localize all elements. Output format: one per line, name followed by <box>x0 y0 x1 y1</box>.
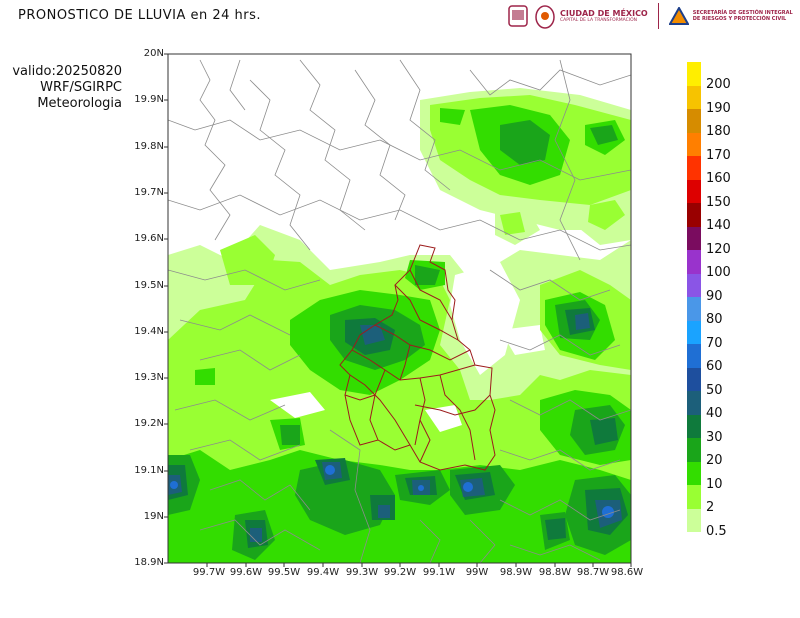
colorbar-label: 50 <box>706 382 723 398</box>
colorbar-label: 40 <box>706 406 723 421</box>
colorbar-label: 20 <box>706 453 723 468</box>
lat-label: 18.9N <box>134 557 164 568</box>
colorbar-label: 190 <box>706 100 731 116</box>
colorbar-swatch <box>687 62 701 86</box>
logo-divider <box>657 3 659 29</box>
colorbar-swatch <box>687 203 701 227</box>
colorbar-label: 70 <box>706 335 723 351</box>
colorbar-swatch <box>687 297 701 321</box>
colorbar-label: 30 <box>706 429 723 445</box>
lat-label: 19.5N <box>134 280 164 291</box>
rain-field <box>168 59 631 563</box>
lon-label: 99.1W <box>422 567 456 578</box>
validity-block: valido:20250820 WRF/SGIRPC Meteorologia <box>12 64 122 112</box>
lat-label: 20N <box>143 48 164 59</box>
colorbar-swatch <box>687 367 701 391</box>
sgirpc-logo-text: SECRETARÍA DE GESTIÓN INTEGRAL DE RIESGO… <box>693 10 793 23</box>
map-title: PRONOSTICO DE LLUVIA en 24 hrs. <box>18 8 262 23</box>
colorbar-label: 0.5 <box>706 523 727 539</box>
colorbar-swatch <box>687 344 701 368</box>
axis-ticks <box>164 53 632 567</box>
cdmx-tagline: CAPITAL DE LA TRANSFORMACIÓN <box>560 18 638 23</box>
colorbar-swatch <box>687 508 701 532</box>
lat-label: 19.7N <box>134 187 164 198</box>
colorbar-label: 160 <box>706 171 731 186</box>
colorbar-label: 120 <box>706 241 731 257</box>
lat-label: 19.3N <box>134 372 164 383</box>
colorbar-swatch <box>687 109 701 133</box>
colorbar-label: 170 <box>706 147 731 163</box>
cdmx-logo-text: CIUDAD DE MÉXICO CAPITAL DE LA TRANSFORM… <box>560 9 648 23</box>
lon-label: 99.7W <box>192 567 226 578</box>
colorbar-label: 60 <box>706 359 723 374</box>
colorbar-label: 90 <box>706 288 723 304</box>
colorbar-label: 140 <box>706 218 731 233</box>
lat-label: 19.2N <box>134 418 164 429</box>
lon-label: 99W <box>465 567 489 578</box>
colorbar-swatch <box>687 250 701 274</box>
colorbar-swatch <box>687 391 701 415</box>
lon-label: 99.2W <box>383 567 417 578</box>
lat-label: 19.6N <box>134 233 164 244</box>
lon-label: 99.6W <box>229 567 263 578</box>
lat-label: 19.1N <box>134 465 164 476</box>
precip-colorbar <box>687 62 701 532</box>
colorbar-swatch <box>687 485 701 509</box>
colorbar-swatch <box>687 226 701 250</box>
colorbar-label: 150 <box>706 194 731 210</box>
cdmx-name: CIUDAD DE MÉXICO <box>560 9 648 18</box>
colorbar-label: 100 <box>706 265 731 280</box>
lon-label: 99.5W <box>267 567 301 578</box>
header-logos: CIUDAD DE MÉXICO CAPITAL DE LA TRANSFORM… <box>508 0 793 32</box>
colorbar-swatch <box>687 414 701 438</box>
lat-label: 19.4N <box>134 326 164 337</box>
colorbar-swatch <box>687 438 701 462</box>
lat-label: 19N <box>143 511 164 522</box>
source-name: Meteorologia <box>37 96 122 111</box>
colorbar-swatch <box>687 179 701 203</box>
lat-label: 19.8N <box>134 141 164 152</box>
cdmx-shield-icon <box>508 5 528 27</box>
sgirpc-line-2: DE RIESGOS Y PROTECCIÓN CIVIL <box>692 16 787 22</box>
cdmx-alcaldias <box>339 244 496 471</box>
lon-label: 98.8W <box>538 567 572 578</box>
cdmx-emblem-icon <box>535 5 555 29</box>
colorbar-swatch <box>687 132 701 156</box>
colorbar-label: 80 <box>706 312 723 327</box>
colorbar-label: 2 <box>706 500 715 515</box>
model-name: WRF/SGIRPC <box>40 80 122 95</box>
lon-label: 98.6W <box>610 567 644 578</box>
municipal-boundaries <box>168 59 631 563</box>
colorbar-swatch <box>687 461 701 485</box>
lat-label: 19.9N <box>134 94 164 105</box>
colorbar-swatch <box>687 85 701 109</box>
colorbar-label: 180 <box>706 124 731 139</box>
colorbar-swatch <box>687 156 701 180</box>
lon-label: 99.3W <box>345 567 379 578</box>
valid-date: valido:20250820 <box>12 64 122 79</box>
sgirpc-triangle-icon <box>668 7 689 25</box>
lon-label: 99.4W <box>306 567 340 578</box>
lon-label: 98.7W <box>576 567 610 578</box>
sgirpc-line-1: SECRETARÍA DE GESTIÓN INTEGRAL <box>692 9 793 16</box>
colorbar-label: 200 <box>706 77 731 92</box>
colorbar-swatch <box>687 320 701 344</box>
colorbar-swatch <box>687 273 701 297</box>
lon-label: 98.9W <box>499 567 533 578</box>
colorbar-label: 10 <box>706 476 723 492</box>
